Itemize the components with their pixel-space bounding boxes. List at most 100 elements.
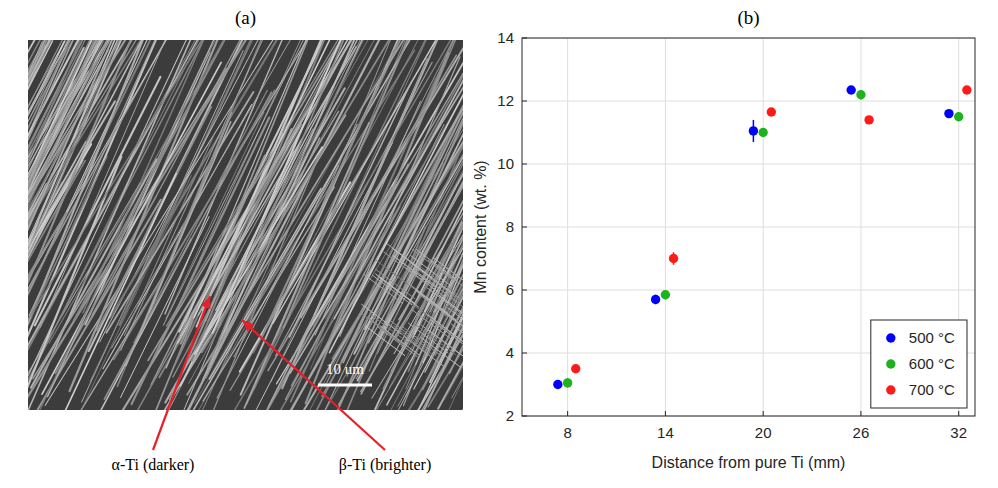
lamella <box>427 40 463 355</box>
lamella <box>121 40 320 350</box>
arrow-head <box>201 296 210 309</box>
lamella <box>421 325 461 355</box>
lamella <box>28 213 66 410</box>
point <box>758 128 767 137</box>
lamella <box>206 188 297 378</box>
lamella <box>124 135 213 335</box>
micrograph-image <box>28 40 463 410</box>
legend: 500 °C600 °C700 °C <box>871 320 967 408</box>
point <box>944 109 953 118</box>
lamella <box>372 40 463 398</box>
lamella <box>28 40 242 324</box>
scale-bar <box>318 384 372 387</box>
point <box>954 112 963 121</box>
lamella <box>430 73 463 338</box>
lamella <box>28 71 66 326</box>
tick <box>665 411 666 416</box>
lamella <box>42 62 221 394</box>
lamella <box>28 40 171 410</box>
lamella <box>211 40 448 344</box>
lamella <box>433 321 463 351</box>
point <box>669 254 678 263</box>
tick-label: 8 <box>506 218 514 235</box>
lamella <box>283 50 463 410</box>
tick-label: 10 <box>497 155 514 172</box>
point <box>571 364 580 373</box>
axis-title: Distance from pure Ti (mm) <box>652 454 846 471</box>
lamella <box>28 40 86 363</box>
lamella <box>49 40 286 343</box>
lamella <box>363 274 403 304</box>
tick <box>567 411 568 416</box>
tick <box>522 227 527 228</box>
plot-frame <box>522 38 975 416</box>
lamella <box>409 301 449 331</box>
lamella <box>320 40 463 410</box>
lamella <box>376 128 463 410</box>
tick-label: 2 <box>506 407 514 424</box>
tick-label: 6 <box>506 281 514 298</box>
lamella <box>28 40 80 341</box>
lamella <box>334 40 463 319</box>
grid-line <box>567 38 568 416</box>
lamella <box>28 40 86 316</box>
lamella <box>449 245 463 275</box>
lamella <box>416 249 456 279</box>
arrow <box>153 296 210 450</box>
lamella <box>379 277 419 307</box>
legend-label: 700 °C <box>909 381 955 398</box>
lamella <box>398 40 463 406</box>
tick-label: 8 <box>563 424 571 441</box>
point <box>767 107 776 116</box>
figure: (a)10 umα-Ti (darker)β-Ti (brighter)(b)2… <box>0 0 998 488</box>
legend-label: 600 °C <box>909 355 955 372</box>
lamella <box>28 40 182 410</box>
lamella <box>406 268 446 298</box>
lamella <box>387 323 427 353</box>
plot-area <box>522 38 975 416</box>
lamella <box>402 327 442 357</box>
lamella <box>28 40 89 366</box>
lamella <box>375 260 415 290</box>
lamella <box>194 40 359 318</box>
tick <box>522 164 527 165</box>
lamella <box>418 294 458 324</box>
lamella <box>415 290 455 320</box>
lamella <box>333 40 463 359</box>
tick <box>860 411 861 416</box>
point <box>553 380 562 389</box>
lamella <box>28 40 81 376</box>
lamella <box>416 290 456 320</box>
lamella <box>259 40 463 410</box>
lamella <box>390 320 430 350</box>
lamella <box>28 40 130 410</box>
point <box>651 295 660 304</box>
lamella <box>28 200 161 410</box>
tick-label: 32 <box>950 424 967 441</box>
lamella <box>404 135 463 324</box>
lamella <box>417 268 457 298</box>
lamella <box>384 252 424 282</box>
lamella <box>372 275 412 305</box>
tick-label: 26 <box>853 424 870 441</box>
lamella <box>362 314 402 344</box>
lamella <box>28 40 62 375</box>
lamella <box>40 40 225 327</box>
lamella <box>375 274 415 304</box>
lamella <box>132 118 270 405</box>
lamella <box>319 40 463 317</box>
lamella <box>28 72 88 338</box>
lamella <box>268 55 456 370</box>
lamella <box>416 325 456 355</box>
point <box>661 290 670 299</box>
lamella <box>74 40 297 321</box>
lamella <box>220 40 392 339</box>
arrow-head <box>242 320 254 332</box>
grid-line <box>522 164 975 165</box>
tick <box>763 411 764 416</box>
lamella <box>452 316 463 346</box>
lamella <box>367 317 407 347</box>
tick-label: 20 <box>755 424 772 441</box>
legend-marker <box>886 333 895 342</box>
panel-label: (a) <box>235 7 256 29</box>
